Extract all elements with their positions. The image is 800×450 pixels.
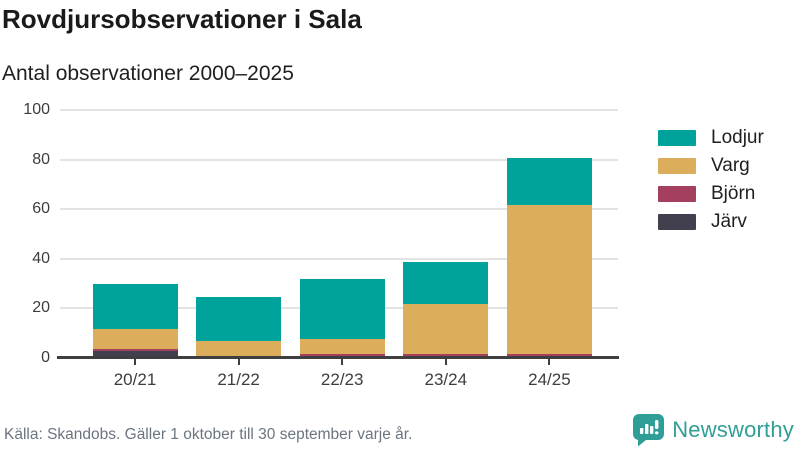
bar-segment-lodjur [403,261,489,304]
legend-label: Lodjur [711,127,764,148]
y-tick-label: 20 [32,299,50,317]
y-tick-label: 60 [32,200,50,218]
plot-area [57,109,619,365]
bar-segment-björn [506,353,592,356]
legend-swatch-bjorn [658,186,696,202]
x-tick-label: 23/24 [424,370,468,389]
x-tick-label: 24/25 [528,370,571,389]
bar-segment-lodjur [92,284,178,329]
source-caption: Källa: Skandobs. Gäller 1 oktober till 3… [4,426,413,443]
bar-segment-lodjur [506,157,592,205]
x-tick-label: 20/21 [113,370,157,389]
x-tick-mark [444,359,447,365]
legend-item-varg: Varg [658,155,764,177]
chart-legend: Lodjur Varg Björn Järv [658,127,764,239]
bar-segment-lodjur [196,296,282,342]
y-tick-label: 100 [23,101,50,118]
bar-segment-lodjur [299,279,385,339]
gridline [60,109,618,111]
page-title: Rovdjursobservationer i Sala [2,4,362,34]
y-tick-label: 0 [41,349,50,366]
x-tick-mark [341,359,344,365]
legend-label: Varg [711,155,750,176]
newsworthy-logo-text: Newsworthy [672,417,794,442]
bar-segment-varg [299,338,385,354]
gridline [60,208,618,211]
gridline [60,257,618,260]
chart-subtitle: Antal observationer 2000–2025 [2,62,294,85]
x-tick-mark [237,359,240,365]
legend-item-bjorn: Björn [658,183,764,205]
y-tick-label: 40 [32,249,50,267]
bar-segment-varg [196,341,282,356]
legend-swatch-lodjur [658,130,696,146]
x-tick-mark [548,359,551,365]
bar-segment-järv [92,351,178,356]
legend-item-jarv: Järv [658,211,764,233]
bar-segment-varg [506,204,592,354]
bar-segment-björn [299,353,385,356]
legend-swatch-varg [658,158,696,174]
bar-segment-varg [92,328,178,349]
x-tick-label: 21/22 [217,370,260,389]
bar-segment-björn [403,353,489,356]
x-axis-line [57,356,619,359]
newsworthy-logo: Newsworthy [632,413,794,447]
legend-label: Björn [711,183,756,204]
legend-item-lodjur: Lodjur [658,127,764,149]
gridline [60,158,618,161]
x-tick-label: 22/23 [320,370,364,389]
x-tick-mark [134,359,136,365]
newsworthy-logo-icon [633,414,665,447]
bar-segment-björn [92,348,178,352]
y-tick-label: 80 [32,150,50,168]
legend-swatch-jarv [658,214,696,230]
legend-label: Järv [711,211,747,232]
bar-segment-varg [403,303,489,354]
